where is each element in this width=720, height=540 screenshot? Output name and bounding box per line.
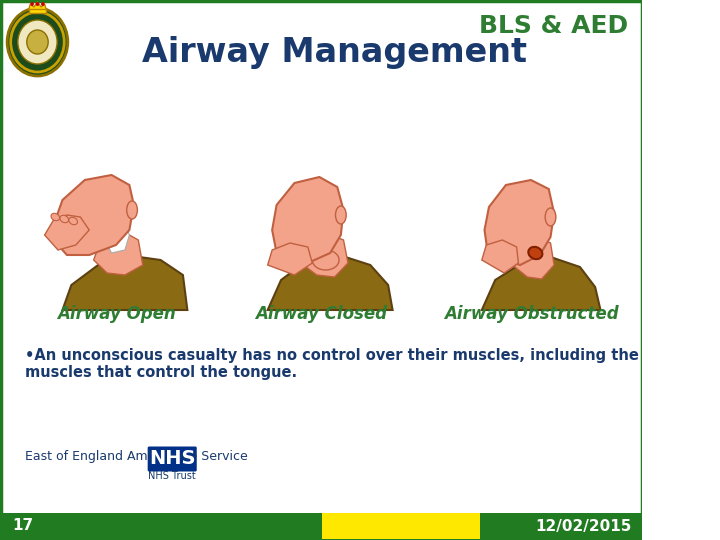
Polygon shape bbox=[268, 255, 392, 310]
Text: NHS Trust: NHS Trust bbox=[148, 471, 196, 481]
Bar bbox=[29, 9, 46, 13]
Text: Airway Closed: Airway Closed bbox=[255, 305, 387, 323]
Text: 17: 17 bbox=[12, 518, 34, 534]
Ellipse shape bbox=[312, 250, 339, 270]
Polygon shape bbox=[312, 223, 333, 255]
Ellipse shape bbox=[127, 201, 138, 219]
Ellipse shape bbox=[545, 208, 556, 226]
Polygon shape bbox=[63, 255, 187, 310]
Circle shape bbox=[18, 20, 57, 64]
Text: BLS & AED: BLS & AED bbox=[479, 14, 628, 38]
Polygon shape bbox=[268, 243, 312, 275]
Bar bbox=[1, 513, 322, 539]
Polygon shape bbox=[515, 235, 554, 279]
Text: muscles that control the tongue.: muscles that control the tongue. bbox=[25, 365, 297, 380]
FancyBboxPatch shape bbox=[148, 447, 197, 471]
Circle shape bbox=[30, 2, 34, 6]
Polygon shape bbox=[482, 257, 600, 310]
Polygon shape bbox=[485, 180, 554, 265]
Text: NHS: NHS bbox=[149, 449, 195, 469]
Text: •An unconscious casualty has no control over their muscles, including the: •An unconscious casualty has no control … bbox=[25, 348, 639, 363]
Polygon shape bbox=[94, 230, 143, 275]
Polygon shape bbox=[482, 240, 518, 273]
Text: East of England Ambulance Service: East of England Ambulance Service bbox=[25, 450, 248, 463]
Text: Airway Management: Airway Management bbox=[142, 36, 527, 69]
Circle shape bbox=[41, 2, 45, 6]
Ellipse shape bbox=[60, 215, 68, 222]
Text: 12/02/2015: 12/02/2015 bbox=[536, 518, 631, 534]
Bar bbox=[480, 513, 642, 539]
Ellipse shape bbox=[51, 213, 60, 221]
Polygon shape bbox=[53, 175, 134, 255]
Text: Airway Open: Airway Open bbox=[57, 305, 176, 323]
Polygon shape bbox=[303, 233, 348, 277]
Ellipse shape bbox=[336, 206, 346, 224]
Polygon shape bbox=[29, 2, 46, 10]
Circle shape bbox=[36, 2, 40, 6]
Ellipse shape bbox=[528, 247, 542, 259]
Bar bbox=[322, 513, 481, 539]
Polygon shape bbox=[45, 215, 89, 250]
Circle shape bbox=[27, 30, 48, 54]
Polygon shape bbox=[523, 227, 545, 257]
Ellipse shape bbox=[69, 217, 78, 225]
Text: Airway Obstructed: Airway Obstructed bbox=[444, 305, 618, 323]
Circle shape bbox=[7, 8, 68, 76]
Polygon shape bbox=[100, 215, 130, 253]
Polygon shape bbox=[272, 177, 343, 263]
